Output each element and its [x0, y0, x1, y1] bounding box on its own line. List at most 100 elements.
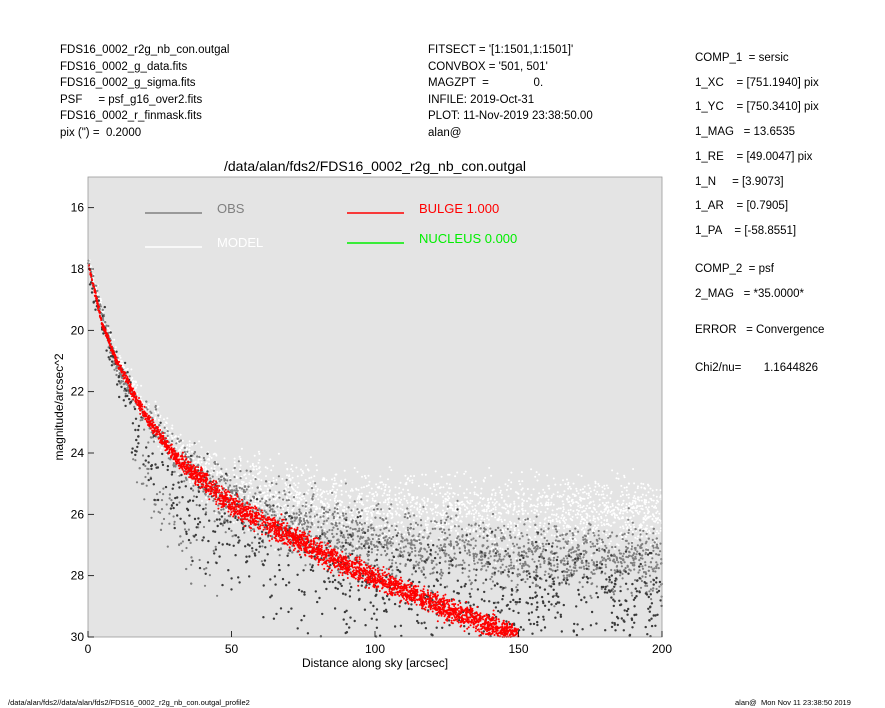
data-point: [619, 585, 622, 588]
data-point: [170, 499, 173, 502]
data-point: [463, 492, 466, 495]
data-point: [635, 529, 637, 532]
data-point: [126, 383, 129, 386]
data-point: [169, 458, 172, 461]
data-point: [642, 528, 645, 531]
data-point: [264, 514, 267, 517]
data-point: [298, 502, 300, 505]
data-point: [221, 513, 224, 516]
data-point: [535, 471, 538, 474]
data-point: [305, 491, 308, 494]
data-point: [619, 552, 623, 555]
data-point: [644, 571, 647, 574]
data-point: [175, 446, 177, 449]
data-point: [318, 507, 321, 510]
data-point: [364, 510, 367, 512]
data-point: [307, 505, 310, 507]
data-point: [380, 553, 383, 557]
data-point: [551, 513, 553, 516]
data-point: [338, 549, 341, 552]
data-point: [189, 541, 192, 545]
data-point: [386, 547, 389, 550]
data-point: [494, 541, 497, 544]
data-point: [645, 532, 648, 535]
data-point: [556, 568, 559, 572]
data-point: [476, 561, 479, 564]
data-point: [434, 527, 437, 530]
data-point: [517, 551, 521, 554]
data-point: [612, 512, 615, 515]
data-point: [619, 574, 622, 577]
data-point: [290, 520, 293, 523]
data-point: [579, 504, 582, 507]
data-point: [323, 520, 326, 523]
data-point: [286, 508, 289, 511]
data-point: [205, 511, 208, 514]
data-point: [193, 452, 196, 455]
data-point: [233, 489, 236, 492]
data-point: [641, 567, 645, 570]
data-point: [564, 580, 567, 583]
data-point: [465, 515, 468, 518]
data-point: [518, 537, 521, 540]
data-point: [617, 516, 620, 519]
data-point: [609, 497, 612, 500]
data-point: [493, 538, 496, 541]
data-point: [600, 493, 603, 496]
data-point: [442, 536, 445, 539]
param-line: 1_RE = [49.0047] pix: [695, 151, 813, 163]
data-point: [636, 487, 639, 490]
data-point: [218, 512, 221, 515]
data-point: [639, 586, 643, 589]
data-point: [482, 536, 485, 540]
data-point: [389, 541, 392, 544]
data-point: [555, 513, 558, 516]
data-point: [446, 499, 449, 502]
data-point: [152, 440, 156, 443]
data-point: [618, 549, 621, 552]
data-point: [615, 565, 618, 568]
data-point: [406, 507, 409, 510]
data-point: [270, 514, 273, 517]
data-point: [440, 521, 443, 525]
data-point: [377, 510, 379, 513]
data-point: [617, 508, 620, 511]
data-point: [420, 569, 423, 573]
data-point: [598, 537, 601, 540]
data-point: [601, 559, 604, 562]
data-point: [399, 547, 402, 550]
data-point: [499, 566, 502, 569]
data-point: [605, 506, 608, 509]
data-point: [403, 533, 406, 536]
data-point: [409, 527, 412, 530]
data-point: [498, 558, 501, 561]
data-point: [335, 545, 338, 549]
data-point: [222, 508, 225, 511]
data-point: [553, 576, 556, 580]
data-point: [326, 522, 329, 525]
data-point: [315, 495, 318, 498]
data-point: [522, 562, 525, 565]
data-point: [266, 490, 269, 493]
data-point: [439, 556, 442, 559]
data-point: [464, 508, 467, 511]
data-point: [405, 483, 408, 486]
data-point: [231, 535, 234, 538]
data-point: [624, 539, 628, 542]
data-point: [147, 441, 150, 444]
data-point: [636, 550, 639, 553]
data-point: [233, 457, 236, 460]
data-point: [238, 490, 241, 493]
data-point: [269, 493, 272, 496]
data-point: [600, 515, 603, 518]
data-point: [601, 486, 604, 489]
data-point: [419, 503, 421, 506]
data-point: [245, 469, 248, 472]
data-point: [274, 509, 277, 512]
data-point: [319, 501, 322, 504]
data-point: [394, 493, 397, 496]
data-point: [643, 517, 646, 520]
data-point: [168, 522, 171, 525]
data-point: [258, 472, 260, 475]
data-point: [611, 546, 614, 549]
